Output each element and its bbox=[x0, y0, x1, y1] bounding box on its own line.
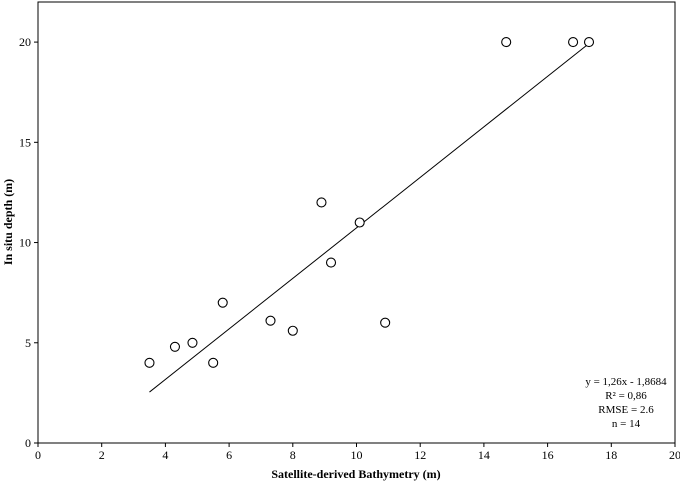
data-point bbox=[354, 217, 365, 228]
data-points bbox=[144, 37, 595, 368]
x-tick-label: 4 bbox=[162, 448, 168, 462]
r-squared: R² = 0,86 bbox=[605, 390, 647, 402]
rmse: RMSE = 2.6 bbox=[598, 404, 654, 416]
data-point bbox=[265, 315, 276, 326]
data-point bbox=[144, 357, 155, 368]
data-point bbox=[316, 197, 327, 208]
data-point bbox=[583, 37, 595, 48]
data-point bbox=[169, 341, 181, 352]
data-point bbox=[325, 257, 337, 268]
y-tick-label: 10 bbox=[19, 236, 31, 250]
x-tick-label: 2 bbox=[99, 448, 105, 462]
data-point bbox=[217, 297, 228, 308]
x-axis-ticks: 0 2 4 6 8 10 12 14 16 18 20 bbox=[35, 443, 680, 462]
y-axis-title: In situ depth (m) bbox=[1, 179, 15, 265]
data-point bbox=[208, 357, 219, 368]
y-tick-label: 15 bbox=[19, 135, 31, 149]
data-point bbox=[380, 317, 391, 328]
data-point bbox=[287, 325, 298, 336]
y-tick-label: 5 bbox=[25, 336, 31, 350]
x-tick-label: 20 bbox=[669, 448, 680, 462]
x-axis-title: Satellite-derived Bathymetry (m) bbox=[271, 467, 440, 481]
y-tick-label: 0 bbox=[25, 436, 31, 450]
y-tick-label: 20 bbox=[19, 35, 31, 49]
x-tick-label: 6 bbox=[226, 448, 232, 462]
data-point bbox=[568, 37, 579, 48]
x-tick-label: 8 bbox=[290, 448, 296, 462]
x-tick-label: 18 bbox=[605, 448, 617, 462]
x-tick-label: 10 bbox=[351, 448, 363, 462]
y-axis-ticks: 0 5 10 15 20 bbox=[19, 35, 38, 450]
data-point bbox=[501, 37, 512, 48]
x-tick-label: 12 bbox=[414, 448, 426, 462]
sample-count: n = 14 bbox=[612, 418, 641, 430]
x-tick-label: 14 bbox=[478, 448, 490, 462]
stats-annotation: y = 1,26x - 1,8684 R² = 0,86 RMSE = 2.6 … bbox=[585, 376, 667, 430]
trend-line bbox=[149, 43, 590, 393]
x-tick-label: 0 bbox=[35, 448, 41, 462]
regression-equation: y = 1,26x - 1,8684 bbox=[585, 376, 667, 388]
data-point bbox=[187, 337, 198, 348]
x-tick-label: 16 bbox=[542, 448, 554, 462]
